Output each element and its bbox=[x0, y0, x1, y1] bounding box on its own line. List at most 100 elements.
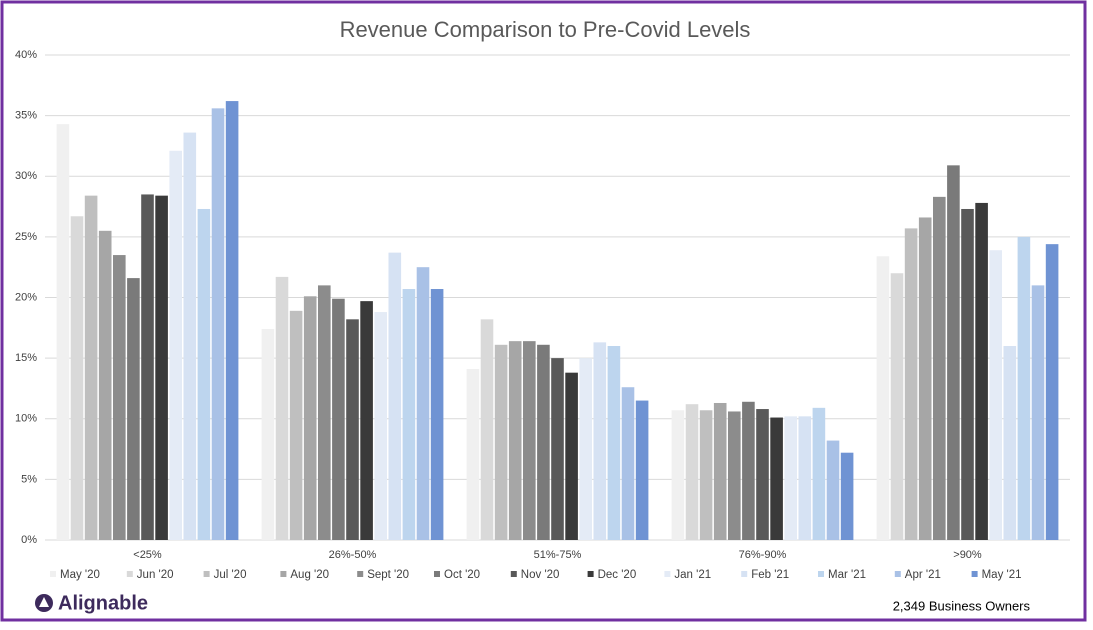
bar bbox=[607, 346, 621, 540]
bar bbox=[332, 298, 345, 540]
bar bbox=[169, 150, 182, 540]
bar bbox=[621, 387, 635, 540]
bar bbox=[728, 411, 741, 540]
legend-label: Feb '21 bbox=[751, 569, 789, 581]
y-tick-label: 0% bbox=[21, 534, 37, 546]
bar bbox=[430, 289, 444, 540]
legend-swatch bbox=[50, 571, 56, 577]
x-tick-label: 76%-90% bbox=[739, 549, 787, 561]
bar bbox=[402, 289, 416, 540]
bar bbox=[918, 217, 932, 540]
legend-label: Sept '20 bbox=[367, 569, 409, 581]
bar bbox=[84, 195, 98, 540]
bar bbox=[635, 400, 649, 540]
bar bbox=[593, 342, 607, 540]
bar bbox=[1045, 244, 1059, 540]
bar bbox=[98, 230, 112, 540]
legend-swatch bbox=[126, 571, 133, 577]
legend-swatch bbox=[894, 571, 901, 577]
legend-label: Jul '20 bbox=[214, 569, 247, 581]
bar bbox=[388, 252, 402, 540]
legend-label: Apr '21 bbox=[905, 569, 941, 581]
bar bbox=[537, 344, 550, 540]
footnote: 2,349 Business Owners bbox=[893, 598, 1031, 613]
bar bbox=[508, 341, 522, 540]
legend-label: Aug '20 bbox=[290, 569, 329, 581]
legend-swatch bbox=[587, 571, 594, 577]
bar bbox=[225, 101, 239, 540]
bar bbox=[346, 319, 359, 540]
bar bbox=[756, 409, 769, 540]
legend-label: May '21 bbox=[982, 569, 1022, 581]
bar bbox=[989, 250, 1002, 540]
bar bbox=[374, 312, 387, 540]
bar bbox=[890, 273, 904, 540]
legend-swatch bbox=[971, 571, 978, 577]
bar bbox=[713, 402, 727, 540]
bar bbox=[127, 278, 140, 540]
legend-swatch bbox=[203, 571, 210, 577]
legend-swatch bbox=[357, 571, 364, 577]
bar bbox=[904, 228, 918, 540]
bar bbox=[579, 358, 592, 540]
legend-label: Jan '21 bbox=[674, 569, 711, 581]
bar bbox=[480, 319, 494, 540]
legend-label: Nov '20 bbox=[521, 569, 560, 581]
bar bbox=[318, 285, 331, 540]
x-tick-label: 51%-75% bbox=[534, 549, 582, 561]
y-tick-label: 10% bbox=[15, 413, 37, 425]
bar bbox=[671, 410, 685, 540]
legend-label: Dec '20 bbox=[598, 569, 637, 581]
legend-swatch bbox=[434, 571, 440, 577]
bar bbox=[416, 267, 430, 540]
bar bbox=[360, 301, 373, 540]
bar bbox=[685, 404, 699, 540]
y-tick-label: 35% bbox=[15, 110, 37, 122]
y-tick-label: 40% bbox=[15, 49, 37, 61]
y-tick-label: 30% bbox=[15, 170, 37, 182]
legend-label: Jun '20 bbox=[137, 569, 174, 581]
bar bbox=[812, 407, 826, 540]
bar bbox=[798, 416, 812, 540]
legend-swatch bbox=[741, 571, 748, 577]
logo-icon bbox=[35, 594, 53, 612]
y-tick-label: 20% bbox=[15, 291, 37, 303]
y-tick-label: 15% bbox=[15, 352, 37, 364]
bar bbox=[466, 369, 480, 540]
logo: Alignable bbox=[58, 592, 148, 614]
x-tick-label: >90% bbox=[953, 549, 982, 561]
bar bbox=[826, 440, 840, 540]
x-tick-label: <25% bbox=[133, 549, 162, 561]
bar bbox=[840, 452, 854, 540]
legend-label: May '20 bbox=[60, 569, 100, 581]
bar bbox=[947, 165, 960, 540]
bar bbox=[742, 401, 755, 540]
bar bbox=[770, 417, 783, 540]
bar bbox=[113, 255, 126, 540]
bar bbox=[975, 202, 988, 541]
bar bbox=[261, 329, 275, 540]
bar bbox=[565, 372, 578, 540]
y-tick-label: 5% bbox=[21, 473, 37, 485]
x-tick-label: 26%-50% bbox=[329, 549, 377, 561]
bar bbox=[699, 410, 713, 540]
bar bbox=[961, 208, 974, 541]
legend-label: Mar '21 bbox=[828, 569, 866, 581]
bar bbox=[56, 124, 70, 541]
y-tick-label: 25% bbox=[15, 231, 37, 243]
bar bbox=[1017, 236, 1031, 540]
bar bbox=[197, 208, 211, 541]
chart-title: Revenue Comparison to Pre-Covid Levels bbox=[340, 17, 751, 42]
bar bbox=[141, 194, 154, 540]
legend-swatch bbox=[280, 571, 287, 577]
bar bbox=[303, 296, 317, 540]
legend-swatch bbox=[818, 571, 824, 577]
bar bbox=[183, 132, 197, 540]
bar bbox=[933, 196, 946, 541]
bar bbox=[289, 310, 303, 540]
bar bbox=[155, 195, 168, 540]
bar bbox=[70, 216, 84, 540]
bar bbox=[876, 256, 890, 540]
